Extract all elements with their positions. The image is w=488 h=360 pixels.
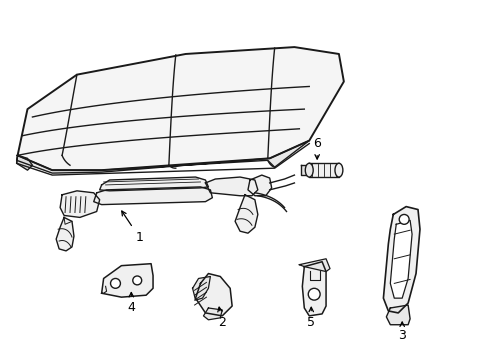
Text: 3: 3 xyxy=(397,322,406,342)
Polygon shape xyxy=(203,308,222,320)
Ellipse shape xyxy=(305,163,313,177)
Polygon shape xyxy=(56,217,74,251)
Polygon shape xyxy=(383,207,419,313)
Polygon shape xyxy=(247,175,271,196)
Circle shape xyxy=(110,278,120,288)
Text: 1: 1 xyxy=(122,211,143,244)
Ellipse shape xyxy=(334,163,342,177)
Polygon shape xyxy=(235,195,257,233)
Polygon shape xyxy=(60,191,100,217)
Polygon shape xyxy=(195,274,232,316)
Polygon shape xyxy=(102,264,153,297)
Polygon shape xyxy=(308,163,338,177)
Polygon shape xyxy=(302,262,325,316)
Circle shape xyxy=(307,288,320,300)
Polygon shape xyxy=(386,305,409,325)
Polygon shape xyxy=(299,259,329,271)
Polygon shape xyxy=(17,156,32,170)
Text: 5: 5 xyxy=(306,307,315,329)
Polygon shape xyxy=(100,177,208,191)
Polygon shape xyxy=(192,276,210,300)
Circle shape xyxy=(133,276,142,285)
Polygon shape xyxy=(17,141,308,173)
Polygon shape xyxy=(18,47,343,170)
Text: 2: 2 xyxy=(217,307,226,329)
Circle shape xyxy=(398,215,408,224)
Polygon shape xyxy=(389,220,411,298)
Polygon shape xyxy=(94,187,212,204)
Polygon shape xyxy=(205,177,257,196)
Text: 4: 4 xyxy=(127,292,135,315)
Polygon shape xyxy=(301,165,307,175)
Text: 6: 6 xyxy=(313,137,321,159)
